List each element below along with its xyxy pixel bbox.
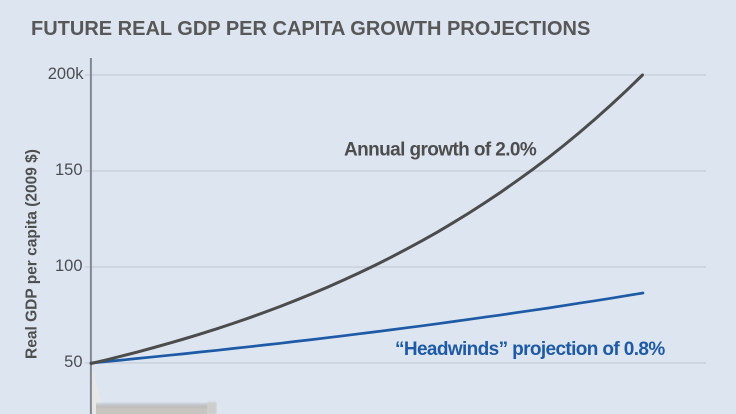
svg-text:Annual growth of 2.0%: Annual growth of 2.0% — [344, 140, 537, 161]
svg-text:200k: 200k — [48, 65, 85, 83]
svg-text:Real GDP per capita (2009 $): Real GDP per capita (2009 $) — [24, 149, 41, 359]
svg-text:“Headwinds” projection of 0.8%: “Headwinds” projection of 0.8% — [395, 339, 665, 360]
svg-text:100: 100 — [55, 257, 83, 275]
svg-text:150: 150 — [55, 161, 83, 179]
svg-text:50: 50 — [64, 353, 82, 371]
